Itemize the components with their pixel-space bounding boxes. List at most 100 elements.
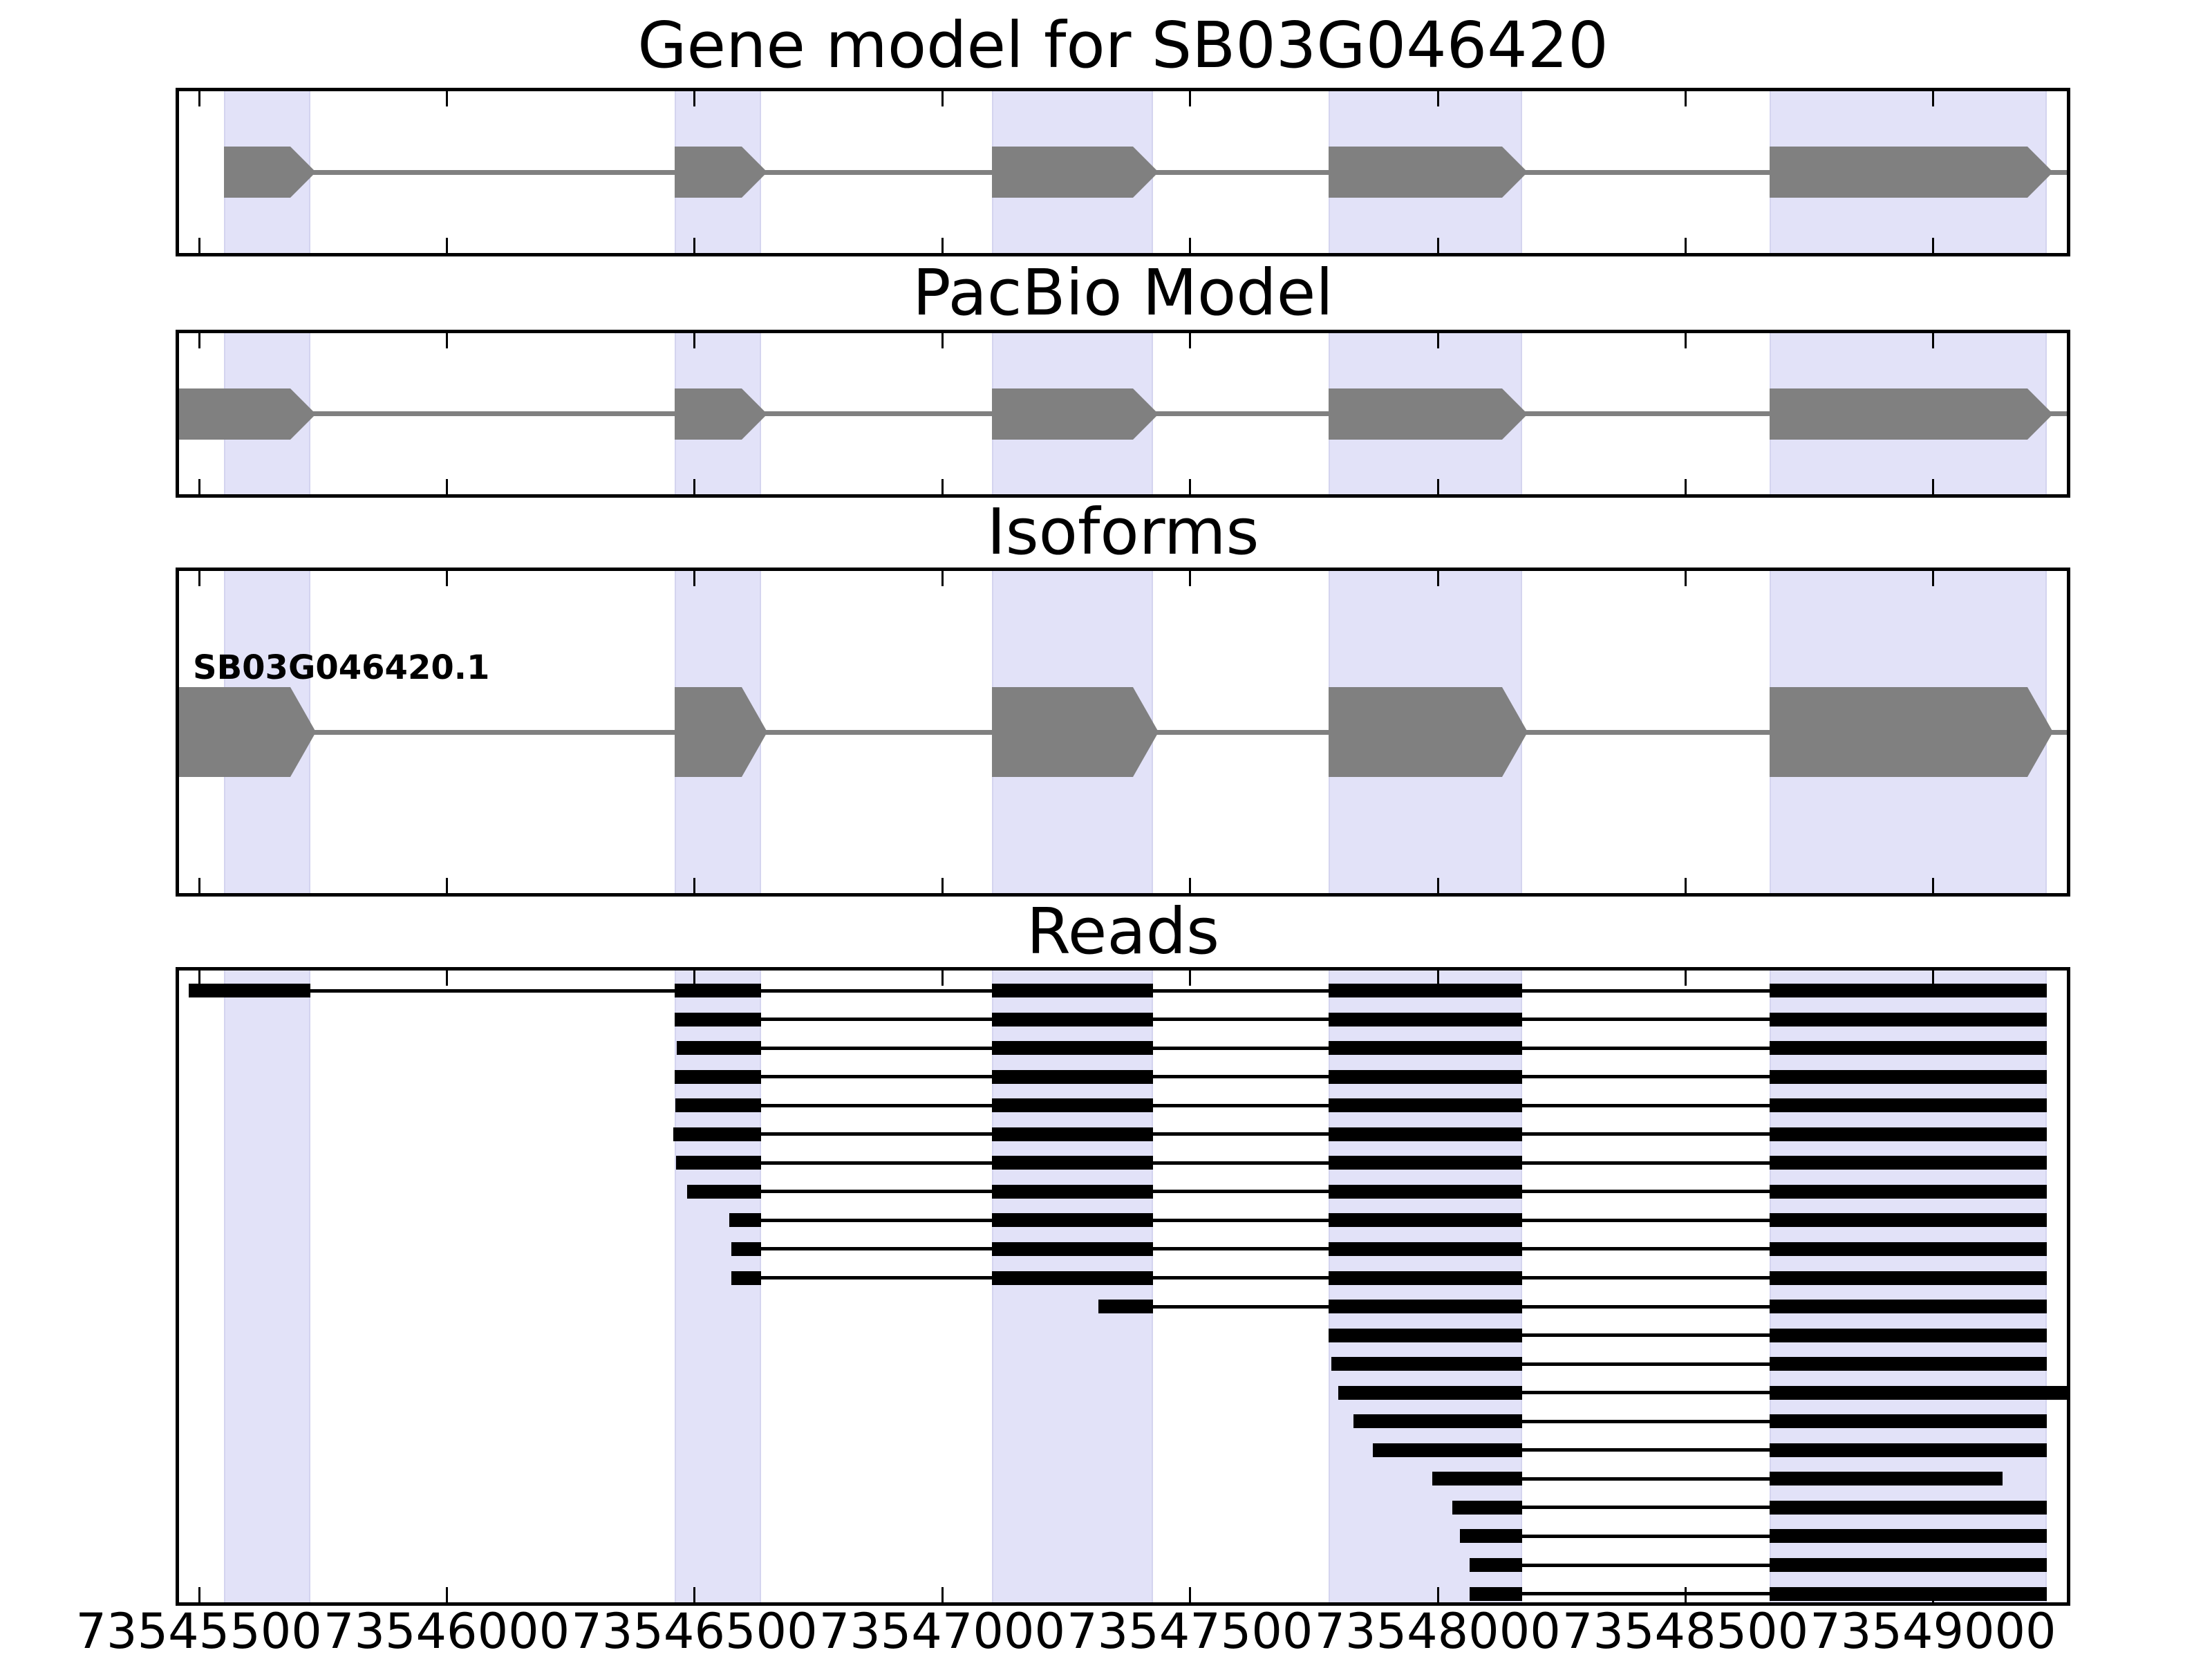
read-exon-bar [1470,1558,1522,1572]
x-axis-tick-label: 73547000 [818,1603,1065,1659]
read-intron-line [1353,1419,2047,1423]
axis-tick-mark [446,1587,449,1602]
axis-tick-mark [1685,238,1687,253]
read-exon-bar [991,1041,1153,1056]
axis-tick-mark [693,878,696,893]
axis-tick-mark [693,333,696,348]
read-track-row [179,971,2067,1602]
read-track-row [179,971,2067,1602]
x-axis-tick-label: 73545500 [75,1603,322,1659]
read-exon-bar [991,1213,1153,1228]
axis-tick-mark [1436,91,1439,106]
read-exon-bar [991,1271,1153,1285]
exon-shape [674,687,742,777]
read-exon-bar [1769,1357,2047,1371]
read-intron-line [1098,1304,2047,1309]
read-exon-bar [1328,1069,1522,1084]
axis-tick-mark [1189,1587,1192,1602]
read-intron-line [1331,1362,2047,1366]
axis-tick-mark [1436,333,1439,348]
panel-title-gene-model: Gene model for SB03G046420 [637,8,1609,82]
exon-shape [991,388,1133,440]
axis-tick-mark [941,878,944,893]
exon-shape [223,147,291,198]
exon-arrow-tip [741,388,767,440]
panel-gene-model-plot-area [179,91,2067,253]
read-exon-bar [1328,1300,1522,1314]
read-exon-bar [1098,1300,1153,1314]
read-track-row [179,971,2067,1602]
panel-title-isoforms: Isoforms [986,495,1259,569]
read-exon-bar [991,1127,1153,1141]
read-intron-line [1432,1477,2003,1481]
read-intron-line [1452,1506,2047,1510]
read-exon-bar [991,1241,1153,1256]
exon-shape [674,388,742,440]
axis-tick-mark [198,878,200,893]
read-exon-bar [729,1213,762,1228]
axis-tick-mark [1685,571,1687,586]
read-exon-bar [1331,1357,1522,1371]
axis-tick-mark [1932,238,1935,253]
read-exon-bar [1328,1098,1522,1113]
exon-shape [1769,687,2027,777]
read-track-row [179,971,2067,1602]
axis-tick-mark [1189,238,1192,253]
read-exon-bar [1769,1586,2047,1601]
exon-shape [674,147,742,198]
read-exon-bar [1769,1300,2047,1314]
axis-tick-mark [1685,878,1687,893]
x-axis-tick-label: 73546000 [323,1603,570,1659]
exon-shape [1769,147,2027,198]
axis-tick-mark [1189,91,1192,106]
read-exon-bar [1769,984,2047,997]
exon-arrow-tip [1501,388,1528,440]
read-exon-bar [1769,1012,2047,1027]
read-exon-bar [1353,1414,1522,1429]
read-exon-bar [675,1156,762,1170]
axis-tick-mark [941,479,944,494]
read-track-row [179,971,2067,1602]
exon-shape [991,687,1133,777]
axis-tick-mark [1932,333,1935,348]
panel-reads [176,967,2070,1606]
read-exon-bar [1769,1127,2047,1141]
read-track-row [179,971,2067,1602]
read-exon-bar [1769,1558,2047,1572]
axis-tick-mark [1189,479,1192,494]
exon-arrow-tip [1132,147,1159,198]
panel-reads-plot-area [179,971,2067,1602]
exon-arrow-tip [1501,147,1528,198]
axis-tick-mark [1932,479,1935,494]
read-exon-bar [674,1012,762,1027]
read-exon-bar [1769,1241,2047,1256]
read-track-row [179,971,2067,1602]
axis-tick-mark [198,971,200,986]
read-exon-bar [991,1012,1153,1027]
read-exon-bar [1769,1385,2067,1400]
panel-isoforms-plot-area: SB03G046420.1 [179,571,2067,893]
read-intron-line [1470,1592,2047,1596]
read-exon-bar [675,1098,762,1113]
axis-tick-mark [446,571,449,586]
read-exon-bar [1328,1184,1522,1199]
read-exon-bar [1769,1472,2003,1486]
axis-tick-mark [198,238,200,253]
read-exon-bar [1452,1500,1522,1515]
read-exon-bar [1459,1529,1522,1544]
exon-shape [1328,388,1502,440]
panel-pacbio-plot-area [179,333,2067,494]
exon-arrow-tip [1132,388,1159,440]
read-track-row [179,971,2067,1602]
panel-pacbio-model [176,330,2070,498]
axis-tick-mark [941,91,944,106]
read-exon-bar [1769,1271,2047,1285]
exon-arrow-tip [2027,687,2053,777]
axis-tick-mark [198,91,200,106]
read-exon-bar [991,1098,1153,1113]
read-exon-bar [991,1069,1153,1084]
x-axis-tick-label: 73547500 [1067,1603,1313,1659]
read-exon-bar [731,1271,762,1285]
axis-tick-mark [941,333,944,348]
